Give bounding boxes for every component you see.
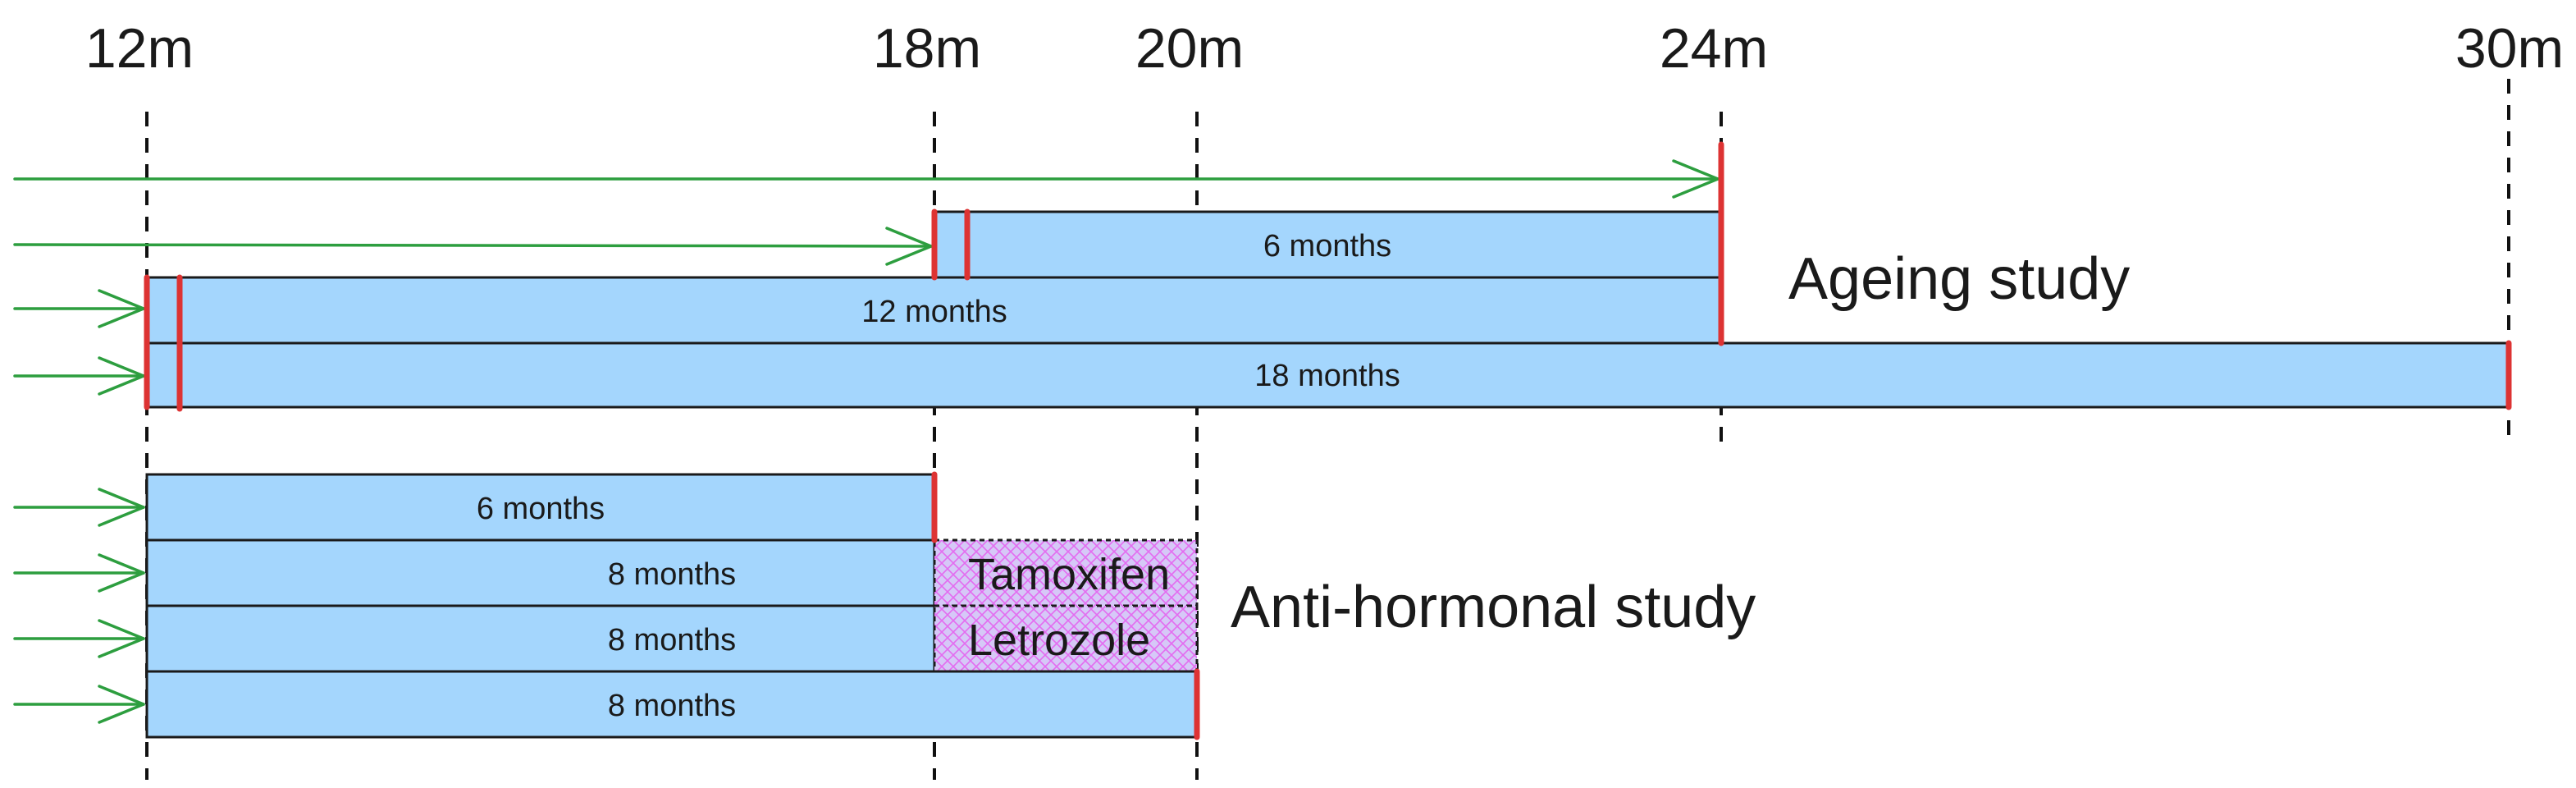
entry-arrows bbox=[13, 159, 1720, 724]
ageing-study-title: Ageing study bbox=[1788, 246, 2130, 312]
antihormonal-bars: 6 months 8 months 8 months 8 months Tamo… bbox=[145, 473, 1199, 739]
tick-label-12m: 12m bbox=[85, 17, 194, 80]
arrow-ageing-6-months-cohort bbox=[13, 227, 933, 266]
ageing-bar-12-months-label: 12 months bbox=[861, 295, 1007, 329]
letrozole-label: Letrozole bbox=[968, 616, 1150, 665]
tick-label-24m: 24m bbox=[1660, 17, 1768, 80]
antihormonal-bar-8-months-label-2: 8 months bbox=[608, 623, 736, 657]
antihormonal-bar-8-months-label-1: 8 months bbox=[608, 557, 736, 592]
antihormonal-bar-8-months-tamoxifen bbox=[145, 538, 936, 607]
arrow-antihormonal-tamoxifen-cohort bbox=[13, 553, 145, 593]
time-axis-labels: 12m 18m 20m 24m 30m bbox=[85, 17, 2564, 80]
arrow-ageing-18-months-cohort bbox=[13, 356, 145, 396]
ageing-bar-6-months bbox=[933, 210, 1723, 279]
sampling-markers bbox=[144, 141, 2512, 740]
antihormonal-bar-8-months-control bbox=[145, 670, 1199, 739]
tick-label-18m: 18m bbox=[873, 17, 981, 80]
tamoxifen-label: Tamoxifen bbox=[968, 550, 1170, 599]
arrow-antihormonal-control-cohort bbox=[13, 685, 145, 724]
ageing-bar-18-months bbox=[145, 341, 2510, 409]
antihormonal-bar-6-months-label: 6 months bbox=[477, 492, 605, 526]
antihormonal-bar-8-months-label-3: 8 months bbox=[608, 689, 736, 723]
arrow-ageing-12-months-cohort bbox=[13, 289, 145, 328]
arrow-antihormonal-6-months-cohort bbox=[13, 488, 145, 527]
tick-label-20m: 20m bbox=[1135, 17, 1244, 80]
arrow-antihormonal-letrozole-cohort bbox=[13, 619, 145, 658]
ageing-bars: 6 months 12 months 18 months bbox=[145, 210, 2510, 409]
letrozole-treatment-block bbox=[933, 604, 1199, 673]
tamoxifen-treatment-block bbox=[933, 538, 1199, 607]
antihormonal-study-title: Anti-hormonal study bbox=[1231, 575, 1756, 640]
arrow-ageing-24m-cohort bbox=[13, 159, 1720, 199]
tick-label-30m: 30m bbox=[2455, 17, 2564, 80]
ageing-bar-18-months-label: 18 months bbox=[1254, 359, 1400, 393]
antihormonal-bar-8-months-letrozole bbox=[145, 604, 936, 673]
ageing-bar-6-months-label: 6 months bbox=[1263, 229, 1391, 263]
